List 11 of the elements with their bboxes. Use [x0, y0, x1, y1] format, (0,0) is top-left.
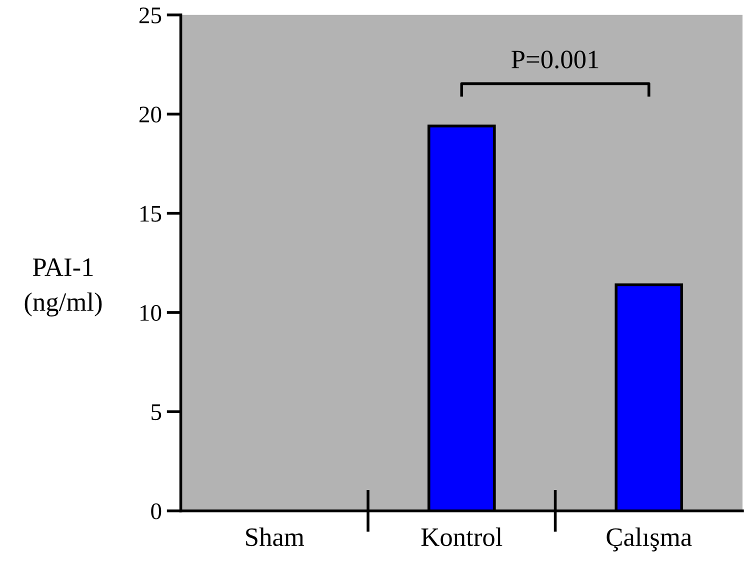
- y-tick-label: 25: [139, 7, 162, 24]
- x-tick-label: Çalışma: [606, 528, 692, 552]
- y-tick-label: 15: [140, 206, 162, 222]
- y-axis-title: PAI-1 (ng/ml): [24, 258, 102, 316]
- y-tick-label: 10: [140, 304, 162, 321]
- y-tick-label: 5: [152, 404, 162, 420]
- x-tick-label: Kontrol: [421, 528, 502, 546]
- x-tick-label: Sham: [246, 528, 304, 546]
- y-tick-label: 0: [151, 503, 162, 520]
- annotation: P=0.001: [512, 50, 598, 69]
- y-tick-label: 20: [139, 106, 162, 123]
